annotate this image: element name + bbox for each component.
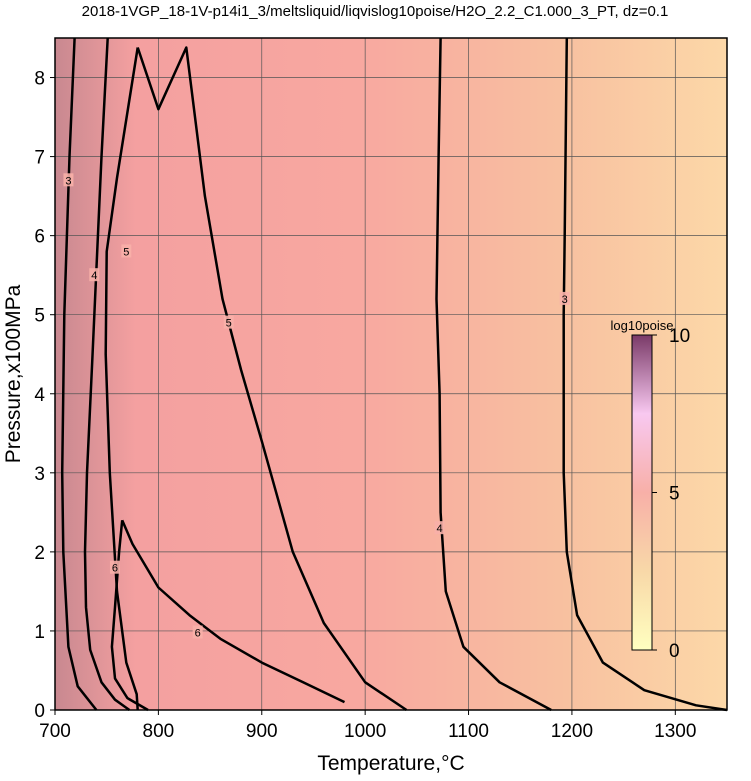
contour-label: 5: [226, 318, 232, 330]
contour-label-bg: [192, 625, 203, 639]
contour-label-bg: [434, 521, 445, 535]
y-tick-label: 4: [34, 385, 45, 406]
y-tick-label: 5: [34, 306, 45, 327]
y-tick-label: 2: [34, 543, 45, 564]
contour-line: [136, 46, 408, 712]
contour-line: [121, 519, 346, 704]
contour-line: [83, 37, 131, 712]
x-tick-label: 800: [143, 721, 175, 742]
contour-label-bg: [223, 315, 234, 329]
colorbar-tick-label: 10: [669, 326, 690, 347]
colorbar: [631, 334, 653, 651]
contour-label-bg: [121, 244, 132, 258]
x-axis-label: Temperature,°C: [317, 752, 464, 775]
contour-line: [104, 47, 139, 711]
contour-line: [110, 520, 149, 712]
x-tick-label: 1100: [448, 721, 489, 742]
contour-label: 6: [195, 628, 201, 640]
contour-label: 3: [65, 175, 71, 187]
contour-line: [435, 37, 552, 712]
y-tick-label: 0: [34, 701, 45, 722]
contour-label: 3: [562, 294, 568, 306]
contour-label: 4: [91, 270, 97, 282]
y-axis-label: Pressure,x100MPa: [2, 284, 25, 463]
contour-label-bg: [63, 173, 74, 187]
contour-label: 5: [123, 246, 129, 258]
x-tick-label: 900: [246, 721, 278, 742]
chart-title: 2018-1VGP_18-1V-p14i1_3/meltsliquid/liqv…: [82, 3, 669, 20]
y-tick-label: 8: [34, 69, 45, 90]
contour-label: 4: [437, 523, 443, 535]
colorbar-tick-label: 0: [669, 641, 680, 662]
contour-label-bg: [109, 560, 120, 574]
contour-label-bg: [89, 268, 100, 282]
x-tick-label: 1300: [654, 721, 696, 742]
contour-line: [562, 37, 728, 712]
x-tick-label: 700: [39, 721, 71, 742]
x-tick-label: 1000: [344, 721, 386, 742]
x-tick-label: 1200: [551, 721, 593, 742]
contour-label-bg: [559, 291, 570, 305]
y-tick-label: 3: [34, 464, 45, 485]
y-tick-label: 1: [34, 622, 45, 643]
colorbar-tick-label: 5: [669, 484, 680, 505]
y-tick-label: 6: [34, 227, 45, 248]
plot-background: [55, 38, 727, 710]
colorbar-title: log10poise: [611, 318, 674, 333]
contour-label: 6: [112, 563, 118, 575]
y-tick-label: 7: [34, 148, 45, 169]
plot-frame: [54, 37, 728, 711]
